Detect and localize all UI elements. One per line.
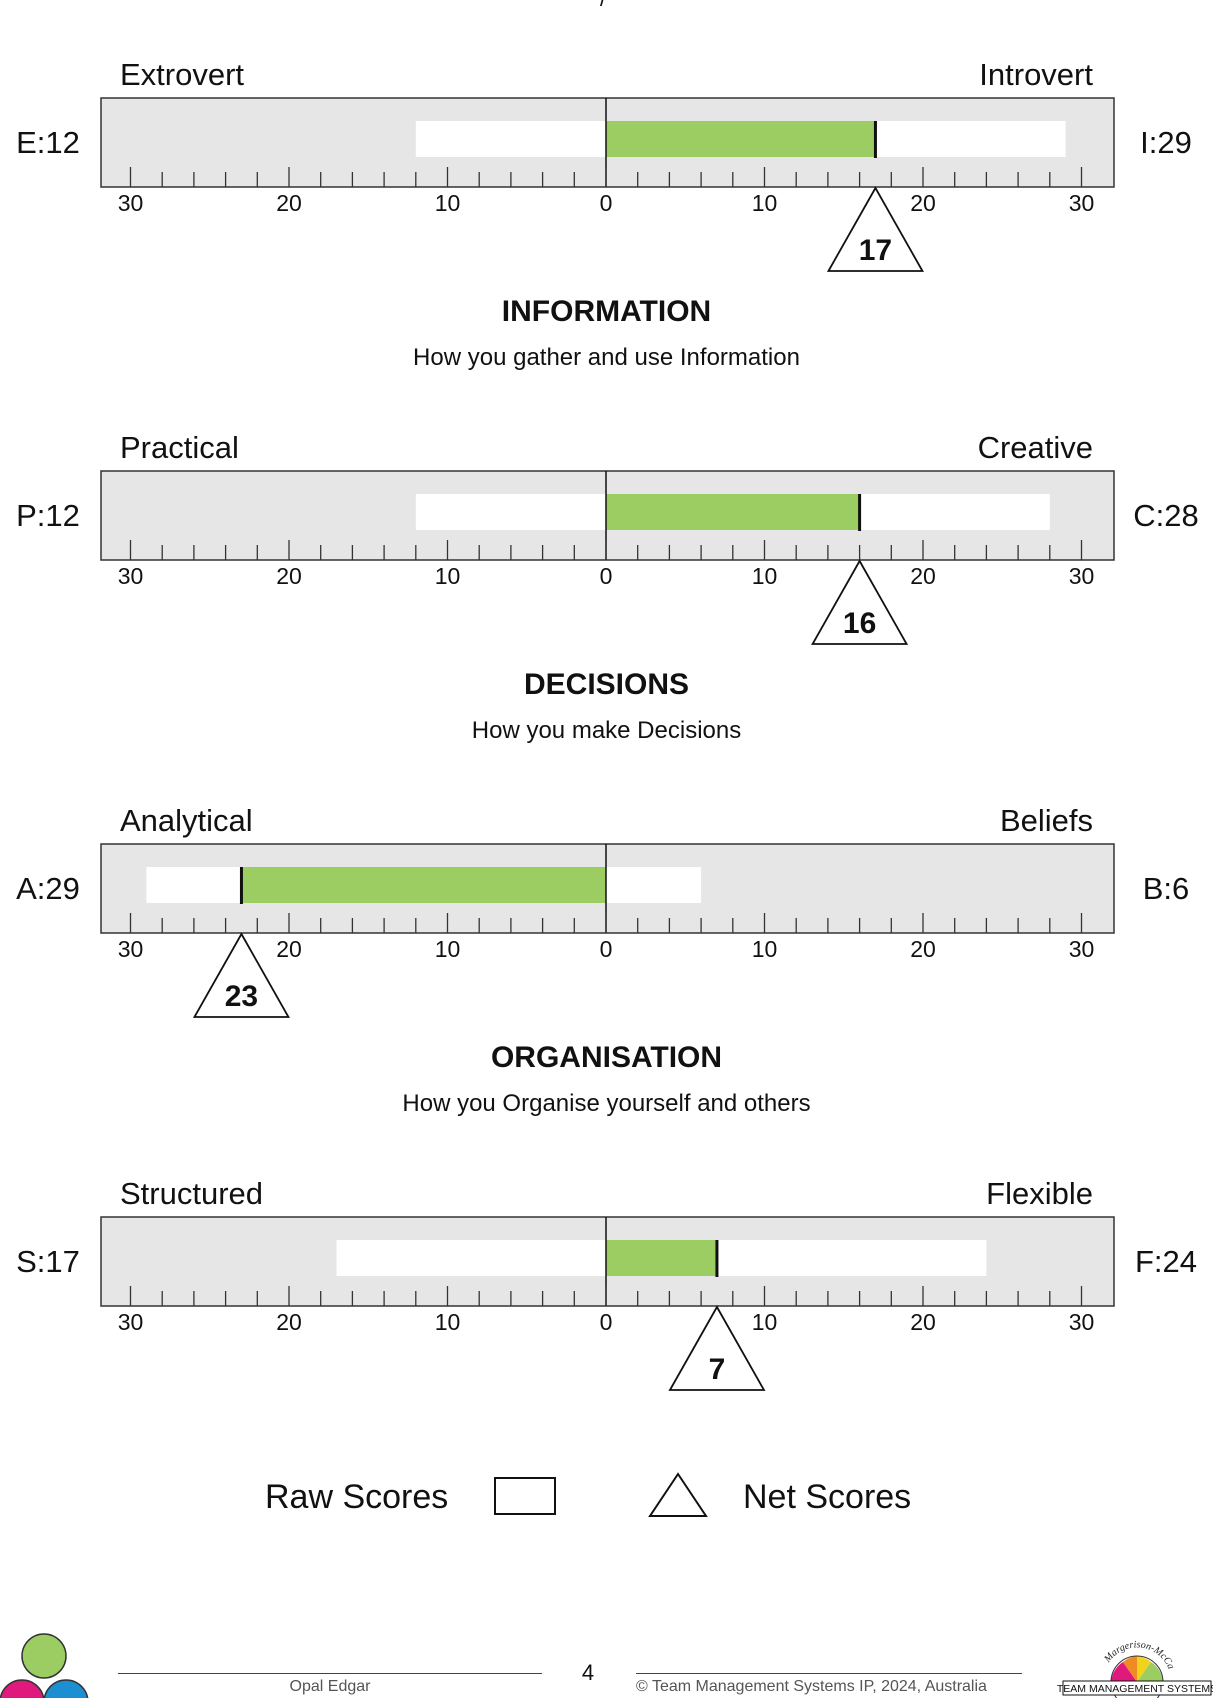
pole-label-right: Introvert bbox=[979, 57, 1093, 92]
tick-label: 30 bbox=[1069, 936, 1095, 962]
net-score-value: 7 bbox=[709, 1353, 726, 1386]
tick-label: 20 bbox=[276, 190, 302, 216]
tick-label: 10 bbox=[752, 936, 778, 962]
net-score-triangle bbox=[826, 186, 924, 272]
tms-wheel-logo: Margerison-McCann TEAM MANAGEMENT SYSTEM… bbox=[1053, 1630, 1213, 1698]
tick-label: 0 bbox=[600, 563, 613, 589]
net-score-bar bbox=[606, 494, 860, 530]
tick-label: 20 bbox=[910, 1309, 936, 1335]
tick-label: 20 bbox=[276, 1309, 302, 1335]
section-subtitle-information: How you gather and use Information bbox=[413, 344, 800, 371]
footer-copyright: © Team Management Systems IP, 2024, Aust… bbox=[636, 1678, 987, 1695]
raw-score-right: I:29 bbox=[1140, 125, 1192, 160]
tick-label: 30 bbox=[1069, 563, 1095, 589]
legend-net-label: Net Scores bbox=[743, 1478, 912, 1516]
section-subtitle-decisions: How you make Decisions bbox=[471, 717, 742, 744]
pole-label-left: Extrovert bbox=[120, 57, 244, 92]
net-score-bar bbox=[606, 1240, 717, 1276]
raw-score-right: C:28 bbox=[1133, 498, 1198, 533]
tms-logo-text: TEAM MANAGEMENT SYSTEMS bbox=[1057, 1683, 1213, 1695]
legend-net-triangle-icon bbox=[648, 1472, 708, 1517]
section-heading-organisation: ORGANISATION bbox=[490, 1041, 723, 1074]
legend-raw-swatch bbox=[494, 1477, 556, 1515]
pole-label-left: Analytical bbox=[120, 803, 253, 838]
tick-label: 0 bbox=[600, 190, 613, 216]
brand-dot-magenta bbox=[0, 1679, 45, 1698]
brand-dot-blue bbox=[43, 1679, 89, 1698]
net-score-bar bbox=[241, 867, 606, 903]
net-score-triangle bbox=[192, 932, 290, 1018]
tick-label: 20 bbox=[276, 563, 302, 589]
tms-logo-arc-text: Margerison-McCann bbox=[1053, 1630, 1176, 1671]
tick-label: 30 bbox=[118, 936, 144, 962]
raw-score-left: E:12 bbox=[16, 125, 80, 160]
brand-dot-green bbox=[21, 1633, 67, 1679]
pole-label-left: Practical bbox=[120, 430, 239, 465]
section-heading-decisions: DECISIONS bbox=[523, 668, 690, 701]
tick-label: 10 bbox=[435, 936, 461, 962]
raw-score-left: S:17 bbox=[16, 1244, 80, 1279]
tick-label: 20 bbox=[910, 190, 936, 216]
section-heading-information: INFORMATION bbox=[501, 295, 712, 328]
footer: Opal Edgar 4 © Team Management Systems I… bbox=[0, 1630, 1213, 1698]
scale-chart-information: Practical Creative P:12 C:28 30 20 10 0 10 20 30 16 bbox=[16, 430, 1199, 645]
tick-label: 30 bbox=[1069, 190, 1095, 216]
net-score-triangle bbox=[811, 559, 909, 645]
tick-label: 10 bbox=[752, 563, 778, 589]
brand-dots-logo bbox=[0, 1633, 89, 1698]
tick-label: 20 bbox=[910, 936, 936, 962]
tick-label: 10 bbox=[435, 1309, 461, 1335]
raw-score-right: B:6 bbox=[1143, 871, 1190, 906]
tick-label: 0 bbox=[600, 1309, 613, 1335]
footer-rule-left bbox=[118, 1673, 542, 1674]
tick-label: 30 bbox=[118, 563, 144, 589]
tick-label: 20 bbox=[910, 563, 936, 589]
legend: Raw Scores Net Scores bbox=[0, 1470, 1213, 1530]
tick-label: 10 bbox=[752, 190, 778, 216]
tick-label: 10 bbox=[752, 1309, 778, 1335]
section-subtitle-organisation: How you Organise yourself and others bbox=[402, 1090, 811, 1117]
page-top-fragment: / bbox=[0, 0, 1213, 20]
legend-raw-label: Raw Scores bbox=[265, 1478, 449, 1516]
pole-label-right: Creative bbox=[978, 430, 1093, 465]
scale-chart-organisation: Structured Flexible S:17 F:24 30 20 10 0 10 20 30 7 bbox=[16, 1176, 1197, 1391]
pole-label-right: Flexible bbox=[986, 1176, 1093, 1211]
tick-label: 0 bbox=[600, 936, 613, 962]
tick-label: 10 bbox=[435, 190, 461, 216]
tick-label: 30 bbox=[118, 190, 144, 216]
raw-score-left: P:12 bbox=[16, 498, 80, 533]
footer-rule-right bbox=[636, 1673, 1022, 1674]
raw-score-left: A:29 bbox=[16, 871, 80, 906]
pole-label-right: Beliefs bbox=[1000, 803, 1093, 838]
pole-label-left: Structured bbox=[120, 1176, 263, 1211]
tick-label: 30 bbox=[1069, 1309, 1095, 1335]
footer-name: Opal Edgar bbox=[289, 1678, 371, 1695]
net-score-value: 16 bbox=[843, 607, 876, 640]
net-score-value: 17 bbox=[859, 234, 892, 267]
scale-chart-decisions: Analytical Beliefs A:29 B:6 30 20 10 0 10 20 30 23 bbox=[16, 803, 1190, 1018]
tick-label: 20 bbox=[276, 936, 302, 962]
scale-chart-energy: Extrovert Introvert E:12 I:29 30 20 10 0 10 20 30 1… bbox=[16, 57, 1192, 272]
net-score-value: 23 bbox=[225, 980, 258, 1013]
net-score-bar bbox=[606, 121, 876, 157]
raw-score-right: F:24 bbox=[1135, 1244, 1197, 1279]
tick-label: 30 bbox=[118, 1309, 144, 1335]
net-score-triangle bbox=[668, 1305, 766, 1391]
page-number: 4 bbox=[581, 1660, 595, 1685]
tick-label: 10 bbox=[435, 563, 461, 589]
